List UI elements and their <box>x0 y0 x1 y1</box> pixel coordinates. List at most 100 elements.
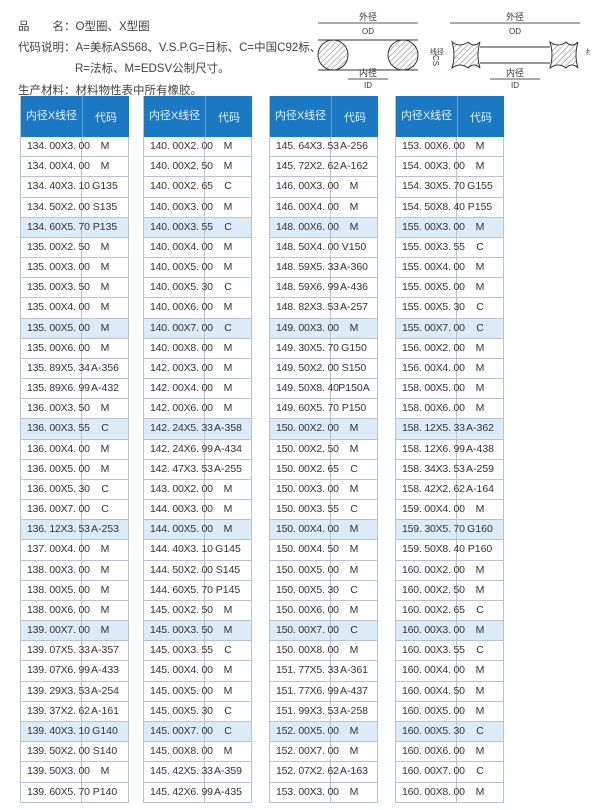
code-cell: G145 <box>205 540 252 560</box>
size-cell: 139. 29X3. 53 <box>21 681 90 701</box>
table-row: 160. 00X5. 30 C <box>396 721 504 743</box>
size-cell: 155. 00X3. 55 <box>396 237 465 258</box>
code-cell: A-258 <box>331 701 378 721</box>
table-row: 148. 59X5. 33 A-360 <box>270 258 378 279</box>
size-cell: 155. 00X4. 00 <box>396 258 465 278</box>
size-cell: 149. 60X5. 70 <box>270 399 339 419</box>
code-cell: A-356 <box>82 358 129 379</box>
table-row: 150. 00X2. 00 M <box>270 419 378 440</box>
size-cell: 160. 00X4. 50 <box>396 681 465 701</box>
header-size: 内径X线径 <box>396 96 458 137</box>
size-cell: 145. 42X5. 33 <box>144 762 213 782</box>
code-cell: M <box>205 358 252 379</box>
table-row: 145. 00X3. 55 C <box>144 641 252 662</box>
code-cell: M <box>457 217 504 237</box>
size-cell: 160. 00X3. 55 <box>396 641 465 661</box>
code-cell: M <box>331 600 378 621</box>
code-cell: G155 <box>457 177 504 197</box>
size-cell: 134. 40X3. 10 <box>21 177 90 197</box>
code-cell: G150 <box>331 338 378 358</box>
x-ring-diagram: 外径 OD 内径 ID 线径 <box>450 11 590 90</box>
table-row: 144. 60X5. 70 P145 <box>144 580 252 601</box>
size-cell: 136. 00X5. 30 <box>21 479 90 500</box>
code-cell: C <box>457 600 504 621</box>
table-row: 142. 00X4. 00 M <box>144 379 252 400</box>
code-cell: A-361 <box>331 661 378 681</box>
table-row: 156. 00X4. 00 M <box>396 358 504 380</box>
code-cell: C <box>205 177 252 197</box>
table-row: 146. 00X4. 00 M <box>270 197 378 218</box>
code-cell: M <box>82 338 129 358</box>
code-cell: P140 <box>82 782 129 802</box>
table-row: 145. 00X4. 00 M <box>144 661 252 682</box>
size-cell: 144. 60X5. 70 <box>144 580 213 600</box>
size-cell: 149. 50X2. 00 <box>270 358 339 379</box>
table-row: 151. 77X6. 99 A-437 <box>270 681 378 702</box>
table-row: 139. 37X2. 62 A-161 <box>21 701 129 722</box>
size-cell: 144. 00X3. 00 <box>144 500 213 520</box>
header-code: 代码 <box>95 111 117 124</box>
table-row: 135. 00X4. 00 M <box>21 298 129 319</box>
code-cell: A-358 <box>205 419 252 439</box>
table-row: 150. 00X5. 00 M <box>270 560 378 581</box>
table-row: 135. 00X3. 50 M <box>21 278 129 299</box>
size-cell: 139. 07X5. 33 <box>21 641 90 661</box>
size-cell: 135. 00X2. 50 <box>21 237 90 258</box>
code-cell: A-438 <box>457 439 504 459</box>
code-cell: M <box>82 157 129 177</box>
size-cell: 155. 00X7. 00 <box>396 318 465 338</box>
code-cell: A-432 <box>82 379 129 399</box>
code-cell: M <box>82 237 129 258</box>
code-cell: C <box>205 278 252 298</box>
table-row: 148. 82X3. 53 A-257 <box>270 298 378 319</box>
size-cell: 150. 00X3. 00 <box>270 479 339 500</box>
table-row: 135. 00X6. 00 M <box>21 338 129 359</box>
table-row: 160. 00X4. 50 M <box>396 681 504 702</box>
code-cell: P160 <box>457 540 504 560</box>
code-cell: M <box>331 641 378 661</box>
code-cell: C <box>205 641 252 661</box>
table-row: 134. 00X3. 00 M <box>21 137 129 158</box>
table-row: 135. 00X2. 50 M <box>21 237 129 259</box>
size-cell: 142. 24X6. 99 <box>144 439 213 459</box>
table-row: 140. 00X6. 00 M <box>144 298 252 319</box>
table-row: 139. 40X3. 10 G140 <box>21 721 129 743</box>
size-cell: 139. 50X3. 00 <box>21 762 90 782</box>
code-cell: P155 <box>457 197 504 217</box>
code-cell: M <box>457 278 504 298</box>
size-cell: 139. 00X7. 00 <box>21 621 90 641</box>
code-cell: C <box>457 762 504 782</box>
code-cell: M <box>457 338 504 358</box>
code-cell: A-253 <box>82 520 129 540</box>
table-row: 150. 00X3. 55 C <box>270 500 378 521</box>
size-cell: 138. 00X6. 00 <box>21 600 90 621</box>
code-cell: C <box>82 419 129 439</box>
code-cell: C <box>205 701 252 721</box>
size-cell: 160. 00X2. 50 <box>396 580 465 600</box>
code-cell: G140 <box>82 721 129 742</box>
size-cell: 158. 12X6. 99 <box>396 439 465 459</box>
code-cell: C <box>331 580 378 600</box>
size-cell: 145. 00X8. 00 <box>144 742 213 762</box>
size-cell: 152. 00X7. 00 <box>270 742 339 762</box>
table-row: 136. 00X3. 50 M <box>21 399 129 420</box>
table-row: 144. 40X3. 10 G145 <box>144 540 252 561</box>
table-row: 158. 12X6. 99 A-438 <box>396 439 504 460</box>
size-cell: 134. 00X3. 00 <box>21 137 90 157</box>
size-cell: 139. 07X6. 99 <box>21 661 90 681</box>
table-row: 149. 50X8. 40 P150A <box>270 379 378 400</box>
table-row: 139. 29X3. 53 A-254 <box>21 681 129 702</box>
size-cell: 160. 00X5. 30 <box>396 721 465 742</box>
size-cell: 136. 00X3. 55 <box>21 419 90 439</box>
oring-cross-section-diagrams: 外径 OD 内径 ID 线径 CS 外径 OD 内径 ID 线径 <box>317 11 590 90</box>
table-row: 140. 00X8. 00 M <box>144 338 252 359</box>
table-row: 139. 07X5. 33 A-357 <box>21 641 129 662</box>
table-row: 139. 50X2. 00 S140 <box>21 742 129 763</box>
code-cell: S135 <box>82 197 129 217</box>
code-cell: A-255 <box>205 459 252 479</box>
code-cell: A-162 <box>331 157 378 177</box>
table-row: 150. 00X4. 00 M <box>270 520 378 541</box>
code-cell: C <box>82 500 129 520</box>
size-cell: 142. 24X5. 33 <box>144 419 213 439</box>
size-cell: 136. 00X3. 50 <box>21 399 90 419</box>
